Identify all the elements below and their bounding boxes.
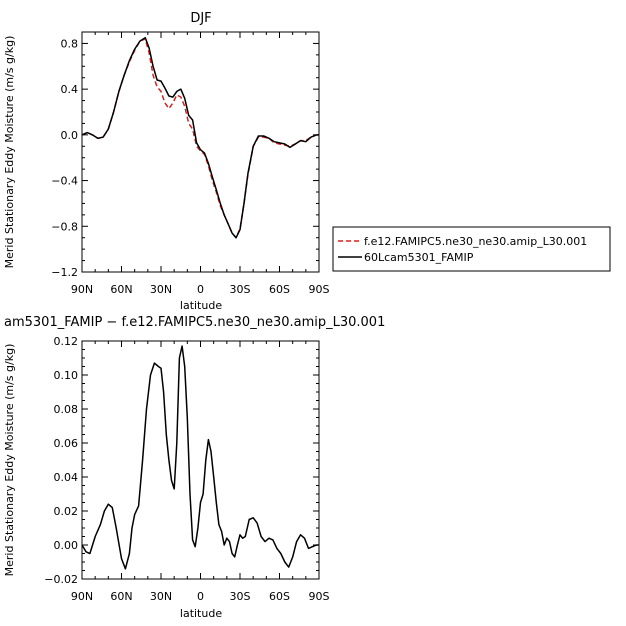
top-x-tick-label: 90S: [309, 283, 330, 296]
bottom-x-tick-label: 30S: [230, 590, 251, 603]
top-x-tick-label: 60N: [110, 283, 132, 296]
top-axis-ticks: 90N 60N 30N 0 30S 60S 90S 0.8 0.4 0.0 −0.4 −0.8 −1.2: [51, 31, 330, 296]
bottom-y-tick-label: 0.02: [54, 505, 79, 518]
bottom-y-tick-label: −0.02: [44, 573, 78, 586]
top-y-tick-label: 0.4: [61, 83, 79, 96]
legend-label-cesm: f.e12.FAMIPC5.ne30_ne30.amip_L30.001: [364, 235, 587, 248]
legend: f.e12.FAMIPC5.ne30_ne30.amip_L30.001 60L…: [332, 226, 611, 272]
top-x-tick-label: 0: [197, 283, 204, 296]
bottom-y-tick-label: 0.08: [54, 403, 79, 416]
bottom-y-tick-label: 0.06: [54, 437, 79, 450]
bottom-x-tick-label: 60N: [110, 590, 132, 603]
bottom-series-line-0: [81, 345, 319, 570]
top-x-tick-label: 60S: [269, 283, 290, 296]
bottom-y-tick-label: 0.04: [54, 471, 79, 484]
top-plot-frame: [81, 31, 320, 273]
top-y-tick-label: −1.2: [51, 266, 78, 279]
bottom-plot-frame: [81, 340, 320, 580]
top-chart-title: DJF: [190, 11, 211, 26]
bottom-series-lines: [81, 345, 319, 570]
bottom-y-tick-label: 0.10: [54, 369, 79, 382]
bottom-x-tick-label: 30N: [150, 590, 172, 603]
top-y-tick-label: 0.8: [61, 37, 79, 50]
top-y-tick-label: 0.0: [61, 129, 79, 142]
bottom-panel: am5301_FAMIP − f.e12.FAMIPC5.ne30_ne30.a…: [3, 315, 385, 620]
top-x-axis-label: latitude: [180, 299, 222, 312]
top-x-tick-label: 30N: [150, 283, 172, 296]
bottom-x-tick-label: 90N: [71, 590, 93, 603]
bottom-y-tick-label: 0.12: [54, 335, 79, 348]
top-y-tick-label: −0.8: [51, 220, 78, 233]
legend-label-cam5: 60Lcam5301_FAMIP: [364, 251, 474, 264]
top-x-tick-label: 30S: [230, 283, 251, 296]
top-y-tick-label: −0.4: [51, 175, 78, 188]
top-series-lines: [81, 36, 319, 239]
top-y-axis-label: Merid Stationary Eddy Moisture (m/s g/kg…: [3, 36, 16, 269]
top-panel: DJF 90N 60N 30N 0 30S 60S 90S 0.8 0.4 0.0 −0.4 −0.8…: [3, 11, 611, 312]
bottom-x-tick-label: 60S: [269, 590, 290, 603]
bottom-x-tick-label: 0: [197, 590, 204, 603]
top-series-line-1: [81, 36, 319, 239]
bottom-x-tick-label: 90S: [309, 590, 330, 603]
bottom-axis-ticks: 90N 60N 30N 0 30S 60S 90S 0.12 0.10 0.08 0.06 0.04 0…: [44, 335, 329, 603]
top-series-line-0: [81, 38, 319, 239]
bottom-y-tick-label: 0.00: [54, 539, 79, 552]
bottom-y-axis-label: Merid Stationary Eddy Moisture (m/s g/kg…: [3, 344, 16, 577]
bottom-x-axis-label: latitude: [180, 607, 222, 620]
top-x-tick-label: 90N: [71, 283, 93, 296]
legend-box: [332, 226, 611, 272]
bottom-chart-title: am5301_FAMIP − f.e12.FAMIPC5.ne30_ne30.a…: [4, 315, 385, 330]
